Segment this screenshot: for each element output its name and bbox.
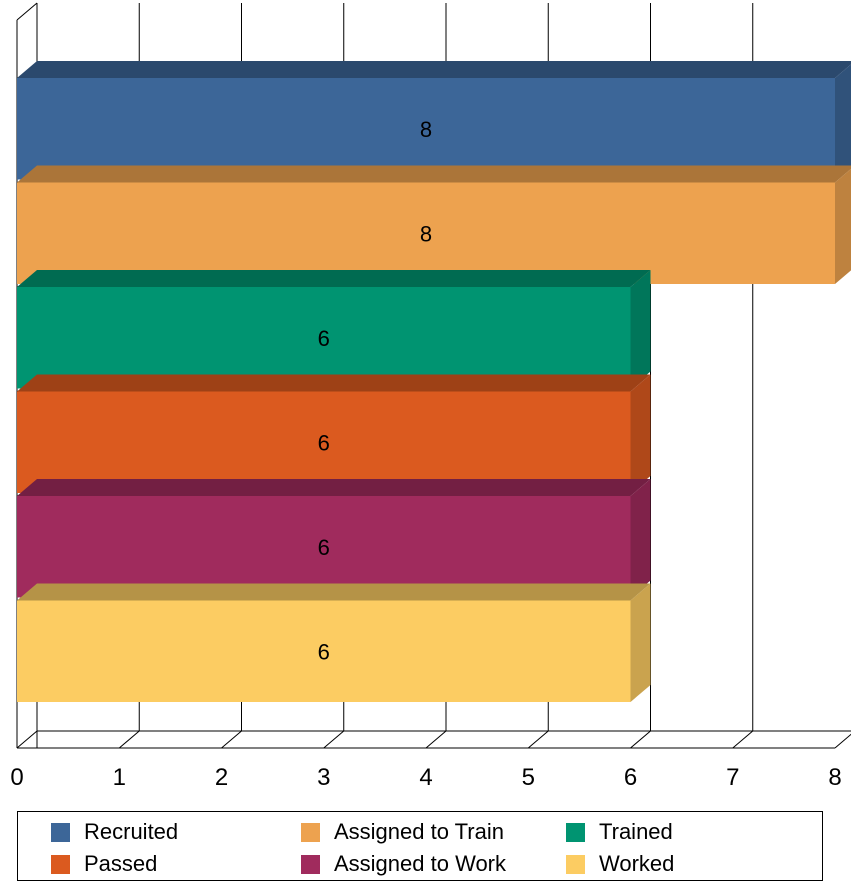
x-tick-label: 7 bbox=[726, 764, 739, 791]
legend-swatch bbox=[301, 854, 320, 874]
data-label: 6 bbox=[318, 326, 330, 351]
floor-gridline bbox=[834, 733, 851, 749]
legend-item-trained: Trained bbox=[566, 819, 673, 845]
legend-swatch bbox=[51, 854, 70, 874]
data-label: 6 bbox=[318, 535, 330, 560]
bar-side-face bbox=[630, 583, 651, 702]
legend-label: Worked bbox=[599, 851, 675, 876]
bar-top-face bbox=[17, 165, 851, 183]
data-label: 6 bbox=[318, 639, 330, 664]
bar-top-face bbox=[17, 583, 651, 601]
bar-top-face bbox=[17, 479, 651, 496]
floor-gridline bbox=[118, 730, 140, 749]
data-label: 8 bbox=[420, 221, 432, 246]
bar-side-face bbox=[630, 270, 651, 389]
legend-item-assigned-to-train: Assigned to Train bbox=[301, 819, 504, 845]
floor-gridline bbox=[425, 730, 447, 749]
x-tick-label: 4 bbox=[419, 764, 432, 791]
legend-label: Assigned to Work bbox=[334, 851, 507, 876]
legend-item-assigned-to-work: Assigned to Work bbox=[301, 851, 506, 877]
x-tick-label: 8 bbox=[828, 764, 841, 791]
legend-label: Passed bbox=[84, 851, 158, 876]
floor-gridline bbox=[732, 730, 754, 749]
bar bbox=[17, 78, 835, 180]
x-tick-label: 0 bbox=[10, 764, 23, 791]
bar bbox=[17, 600, 631, 702]
x-tick-label: 3 bbox=[317, 764, 330, 791]
legend-item-worked: Worked bbox=[566, 851, 674, 877]
legend-label: Assigned to Train bbox=[334, 819, 504, 844]
floor-gridline bbox=[16, 730, 38, 749]
x-tick-label: 6 bbox=[624, 764, 637, 791]
legend-swatch bbox=[566, 822, 585, 842]
bar-top-face bbox=[17, 61, 851, 78]
plot-side-wall-top bbox=[16, 2, 38, 21]
bar-side-face bbox=[835, 64, 851, 180]
floor-gridline bbox=[527, 730, 549, 749]
legend-label: Recruited bbox=[84, 819, 179, 844]
bar-top-face bbox=[17, 270, 651, 287]
data-label: 6 bbox=[318, 430, 330, 455]
legend-swatch bbox=[51, 822, 70, 842]
legend: Recruited Assigned to Train Trained Pass… bbox=[17, 811, 823, 881]
legend-swatch bbox=[566, 854, 585, 874]
bar-side-face bbox=[835, 168, 851, 284]
bar-chart: 8 8 6 6 6 6 0 1 2 3 4 5 6 7 8 bbox=[10, 2, 851, 791]
bar bbox=[17, 496, 631, 598]
legend-swatch bbox=[301, 822, 320, 842]
bar bbox=[17, 182, 835, 284]
bar-top-face bbox=[17, 374, 651, 392]
legend-label: Trained bbox=[599, 819, 673, 844]
x-tick-label: 5 bbox=[522, 764, 535, 791]
legend-item-recruited: Recruited bbox=[51, 819, 178, 845]
bar bbox=[17, 287, 631, 389]
bar bbox=[17, 391, 631, 493]
bar-side-face bbox=[630, 374, 651, 493]
floor-gridline bbox=[630, 730, 651, 749]
data-label: 8 bbox=[420, 117, 432, 142]
floor-gridline bbox=[221, 730, 242, 749]
legend-item-passed: Passed bbox=[51, 851, 157, 877]
bar-side-face bbox=[630, 479, 651, 598]
x-tick-label: 1 bbox=[113, 764, 126, 791]
floor-gridline bbox=[323, 730, 345, 749]
x-tick-label: 2 bbox=[215, 764, 228, 791]
